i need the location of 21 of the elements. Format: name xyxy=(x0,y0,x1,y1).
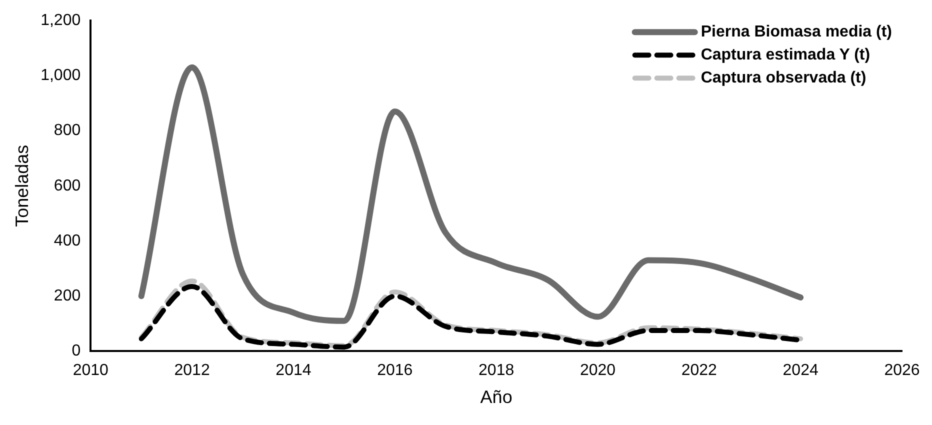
x-tick-label: 2020 xyxy=(580,362,616,380)
y-tick-label: 400 xyxy=(54,232,81,250)
x-tick-label: 2022 xyxy=(681,362,718,380)
x-tick-label: 2010 xyxy=(72,362,109,380)
x-tick-label: 2012 xyxy=(174,362,210,380)
x-tick-label: 2026 xyxy=(884,362,920,380)
y-tick-label: 1,200 xyxy=(40,12,81,30)
y-tick-label: 600 xyxy=(54,177,81,194)
x-tick-label: 2016 xyxy=(377,362,413,380)
x-tick-label: 2014 xyxy=(276,362,312,380)
y-tick-label: 0 xyxy=(72,342,81,360)
legend-label: Captura estimada Y (t) xyxy=(700,46,870,64)
y-tick-label: 1,000 xyxy=(40,67,81,84)
x-axis-title: Año xyxy=(480,387,512,408)
y-tick-label: 200 xyxy=(54,288,81,305)
x-tick-label: 2018 xyxy=(478,362,514,380)
legend-label: Captura observada (t) xyxy=(700,70,866,87)
y-axis-title: Toneladas xyxy=(12,144,32,227)
y-tick-label: 800 xyxy=(54,122,81,140)
legend-label: Pierna Biomasa media (t) xyxy=(700,24,892,41)
x-tick-label: 2024 xyxy=(782,362,818,380)
